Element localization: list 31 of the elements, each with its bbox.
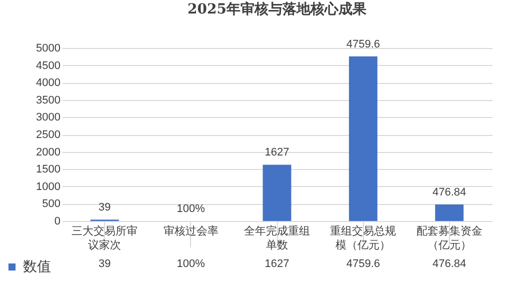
data-label: 39 [98,258,111,270]
y-tick-label: 4000 [36,77,60,90]
data-label: 1627 [264,258,290,270]
x-tick-label: 全年完成重组单数 [244,224,310,252]
y-tick-label: 2000 [36,146,60,158]
text: 39 [98,202,111,214]
y-tick-label: 4500 [36,60,60,72]
x-tick-label: 审核过会率 [163,224,218,238]
text: 1627 [264,146,290,159]
data-label: 476.84 [432,258,466,270]
y-tick-label: 3000 [36,112,60,124]
data-label: 4759.6 [346,258,380,270]
y-tick-label: 5000 [36,42,60,54]
y-tick-label: 2500 [36,129,60,141]
x-tick-label: 重组交易总规模（亿元） [330,224,396,252]
y-tick-label: 1500 [36,164,60,176]
y-tick-label: 3500 [36,94,60,106]
text: 4759.6 [346,38,380,50]
x-tick-label: 配套募集资金（亿元） [416,224,482,252]
chart-title: 2025年审核与落地核心成果 [188,0,368,18]
text: 100% [176,202,205,215]
bar [435,204,464,221]
y-tick-label: 500 [42,198,60,210]
y-tick-label: 1000 [36,180,60,193]
bar [262,164,292,221]
y-tick-label: 0 [54,216,60,228]
x-tick-label: 三大交易所审议家次 [72,224,138,252]
text: 476.84 [432,186,466,198]
legend-label: 数值 [23,258,51,274]
bar [348,56,378,221]
data-label: 100% [176,258,206,270]
